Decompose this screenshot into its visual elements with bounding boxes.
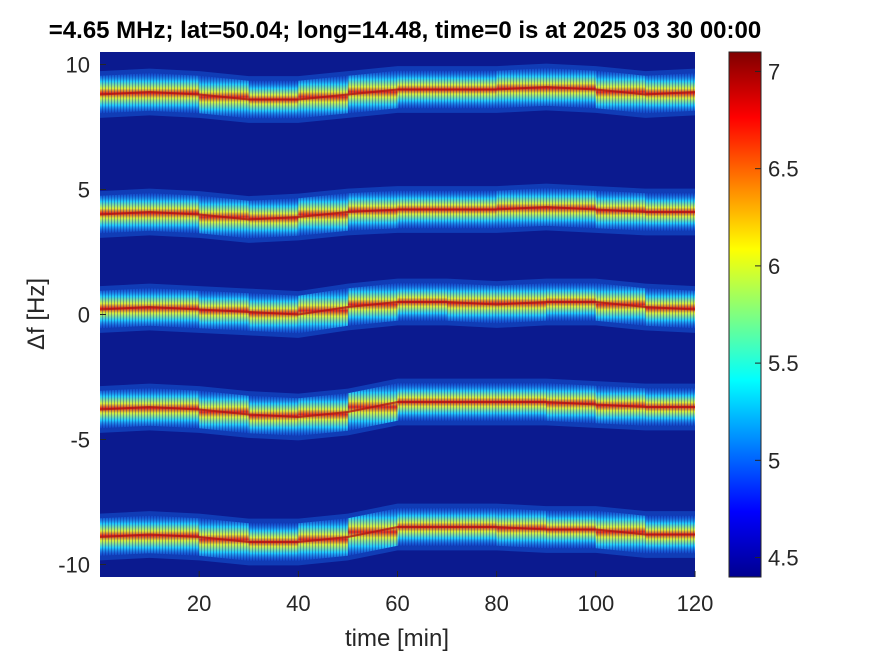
signal-band-texture bbox=[100, 188, 695, 239]
signal-band-texture bbox=[100, 68, 695, 119]
y-tick-label: 10 bbox=[66, 53, 90, 78]
colorbar-tick-label: 6.5 bbox=[768, 157, 799, 182]
signal-band-1 bbox=[100, 183, 695, 243]
x-axis: 20 40 60 80 100 120 bbox=[187, 571, 713, 616]
colorbar-tick-label: 5 bbox=[768, 448, 780, 473]
y-tick-label: 0 bbox=[78, 303, 90, 328]
signal-band-center bbox=[100, 205, 695, 221]
signal-band-2 bbox=[100, 278, 695, 338]
x-axis-label: time [min] bbox=[345, 625, 449, 652]
signal-band-texture bbox=[100, 508, 695, 561]
x-tick-label: 100 bbox=[577, 591, 614, 616]
colorbar-gradient bbox=[728, 51, 762, 578]
signal-band-0 bbox=[100, 63, 695, 123]
signal-band-center bbox=[100, 301, 695, 316]
y-tick-label: 5 bbox=[78, 178, 90, 203]
colorbar: 7 6.5 6 5.5 5 4.5 bbox=[728, 51, 799, 578]
signal-band-center bbox=[100, 526, 695, 543]
x-tick-label: 20 bbox=[187, 591, 211, 616]
signal-band-4 bbox=[100, 503, 695, 566]
x-tick-label: 60 bbox=[385, 591, 409, 616]
signal-band-center bbox=[100, 85, 695, 101]
y-axis-label: Δf [Hz] bbox=[23, 278, 50, 350]
signal-bands bbox=[100, 63, 695, 566]
x-tick-label: 80 bbox=[484, 591, 508, 616]
colorbar-ticks: 7 6.5 6 5.5 5 4.5 bbox=[755, 59, 799, 571]
x-tick-label: 40 bbox=[286, 591, 310, 616]
colorbar-tick-label: 6 bbox=[768, 254, 780, 279]
colorbar-tick-label: 5.5 bbox=[768, 351, 799, 376]
x-tick-label: 120 bbox=[677, 591, 714, 616]
signal-band-texture bbox=[100, 283, 695, 334]
signal-band-texture bbox=[100, 383, 695, 436]
signal-band-center bbox=[100, 401, 695, 419]
plot-area: 20 40 60 80 100 120 10 5 0 -5 -10 bbox=[58, 52, 713, 616]
colorbar-tick-label: 4.5 bbox=[768, 546, 799, 571]
y-tick-label: -5 bbox=[70, 428, 90, 453]
y-tick-label: -10 bbox=[58, 553, 90, 578]
y-axis: 10 5 0 -5 -10 bbox=[58, 53, 106, 578]
colorbar-tick-label: 7 bbox=[768, 59, 780, 84]
chart-title: =4.65 MHz; lat=50.04; long=14.48, time=0… bbox=[49, 17, 761, 44]
signal-band-3 bbox=[100, 378, 695, 441]
